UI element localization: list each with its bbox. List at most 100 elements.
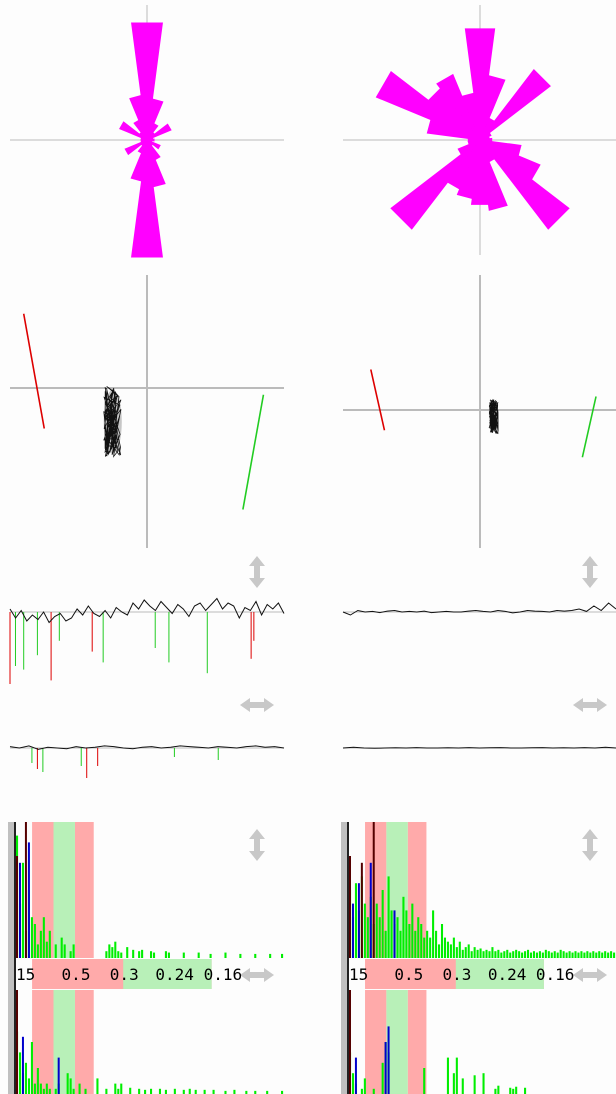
period-label: 15 <box>16 965 35 984</box>
green-bar <box>351 1073 355 1094</box>
green-bar <box>21 862 25 958</box>
green-bar <box>562 951 565 958</box>
period-label: 0.3 <box>110 965 139 984</box>
green-bar <box>117 951 120 958</box>
green-bar <box>604 951 607 958</box>
dark-bar <box>16 856 18 958</box>
green-bar <box>405 910 408 958</box>
green-bar <box>158 1088 162 1094</box>
dark-bar <box>372 822 375 958</box>
green-bar <box>390 910 393 958</box>
green-bar <box>188 1088 191 1094</box>
green-bar <box>515 1086 518 1094</box>
green-bar <box>577 952 580 958</box>
blue-bar <box>387 1026 390 1094</box>
green-bar <box>36 944 39 958</box>
green-bar <box>42 1088 45 1094</box>
arrow-up <box>249 829 265 839</box>
green-bar <box>150 1088 153 1094</box>
green-bar <box>72 1088 75 1094</box>
green-bar <box>152 952 156 958</box>
period-label: 0.16 <box>204 965 243 984</box>
green-bar <box>138 1088 141 1094</box>
spectrum-gray-strip <box>341 822 349 1094</box>
double-horizontal-arrow-icon[interactable] <box>240 968 274 982</box>
green-bar <box>96 1078 99 1094</box>
double-horizontal-arrow-icon[interactable] <box>573 968 607 982</box>
green-bar <box>476 949 479 958</box>
left-panel: 15 0.5 0.3 0.24 0.16 <box>8 5 285 1094</box>
green-bar <box>607 952 610 958</box>
tilt-trace <box>488 398 499 435</box>
green-bar <box>111 947 114 958</box>
green-bar <box>18 1052 22 1094</box>
double-horizontal-arrow-icon[interactable] <box>573 698 607 712</box>
green-bar <box>613 952 616 958</box>
green-bar <box>524 1087 527 1094</box>
green-bar <box>245 1090 248 1094</box>
arrow-shaft <box>587 838 593 852</box>
double-vertical-arrow-icon[interactable] <box>582 556 598 588</box>
red-tilt-vector <box>22 313 46 429</box>
green-bar <box>544 949 547 958</box>
green-bar <box>497 1085 500 1094</box>
timeseries-line <box>342 602 616 616</box>
green-bar <box>500 952 503 958</box>
double-horizontal-arrow-icon[interactable] <box>240 698 274 712</box>
period-label: 15 <box>349 965 368 984</box>
blue-bar <box>21 1036 24 1094</box>
green-bar <box>360 1088 363 1094</box>
double-vertical-arrow-icon[interactable] <box>249 556 265 588</box>
green-bar <box>224 952 227 958</box>
double-vertical-arrow-icon[interactable] <box>249 829 265 861</box>
green-bar <box>538 951 541 958</box>
arrow-shaft <box>582 702 598 708</box>
timeseries-line <box>342 746 616 749</box>
green-bar <box>408 924 411 958</box>
double-vertical-arrow-icon[interactable] <box>582 829 598 861</box>
green-bar <box>399 930 402 958</box>
green-bar <box>509 952 512 958</box>
green-bar <box>378 917 381 958</box>
green-bar <box>485 949 488 958</box>
green-bar <box>535 952 538 958</box>
arrow-right <box>264 968 274 982</box>
green-bar <box>438 944 441 958</box>
green-bar <box>449 944 452 958</box>
green-bar <box>233 1089 236 1094</box>
green-bar <box>209 953 212 958</box>
green-bar <box>114 941 117 958</box>
arrow-shaft <box>249 972 265 978</box>
green-bar <box>402 896 405 958</box>
green-bar <box>363 903 366 958</box>
period-label: 0.5 <box>394 965 423 984</box>
green-bar <box>60 937 63 958</box>
green-bar <box>167 952 170 958</box>
green-bar <box>63 944 66 958</box>
period-axis-strip: 15 0.5 0.3 0.24 0.16 <box>349 959 574 989</box>
green-bar <box>84 1088 87 1094</box>
green-bar <box>455 947 458 958</box>
green-bar <box>33 1083 36 1094</box>
tilt-trace <box>103 386 122 458</box>
green-bar <box>464 947 467 958</box>
green-bar <box>595 952 598 958</box>
arrow-left <box>240 968 250 982</box>
green-bar <box>435 930 438 958</box>
green-bar <box>423 1068 426 1094</box>
red-band <box>407 990 427 1094</box>
green-bar <box>426 930 429 958</box>
green-bar <box>281 953 284 958</box>
green-bar <box>126 947 129 958</box>
green-bar <box>120 952 123 958</box>
period-label: 0.3 <box>442 965 471 984</box>
arrow-left <box>573 698 583 712</box>
period-label: 0.16 <box>536 965 575 984</box>
green-bar <box>524 951 527 958</box>
arrow-up <box>582 556 598 566</box>
green-bar <box>446 1057 449 1094</box>
green-bar <box>45 1083 48 1094</box>
green-bar <box>194 1089 197 1094</box>
green-bar <box>574 951 577 958</box>
period-axis-strip: 15 0.5 0.3 0.24 0.16 <box>16 959 242 989</box>
